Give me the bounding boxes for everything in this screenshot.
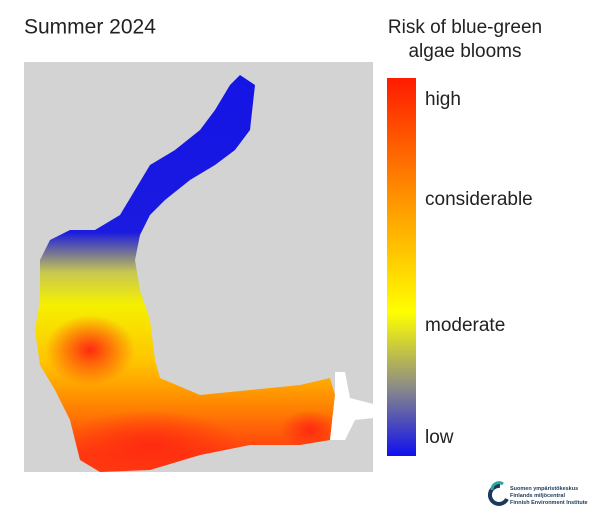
legend-label: moderate [425, 315, 505, 336]
hotspot [45, 315, 135, 385]
logo-mark [487, 483, 509, 506]
title: Summer 2024 [24, 16, 156, 39]
legend-colorbar [387, 78, 416, 456]
legend-label: low [425, 427, 454, 448]
legend-label: considerable [425, 189, 533, 210]
logo-text: Suomen ympäristökeskus [510, 486, 578, 492]
no-data-area [330, 372, 373, 440]
hotspot [280, 410, 335, 450]
logo-text: Finlands miljöcentral [510, 493, 565, 499]
legend-label: high [425, 89, 461, 110]
logo-mark [490, 481, 504, 491]
logo-text: Finnish Environment Institute [510, 500, 588, 506]
legend-title: Risk of blue-green [388, 17, 542, 38]
legend-title: algae blooms [408, 41, 521, 62]
logo: Suomen ympäristökeskus Finlands miljöcen… [487, 481, 588, 506]
